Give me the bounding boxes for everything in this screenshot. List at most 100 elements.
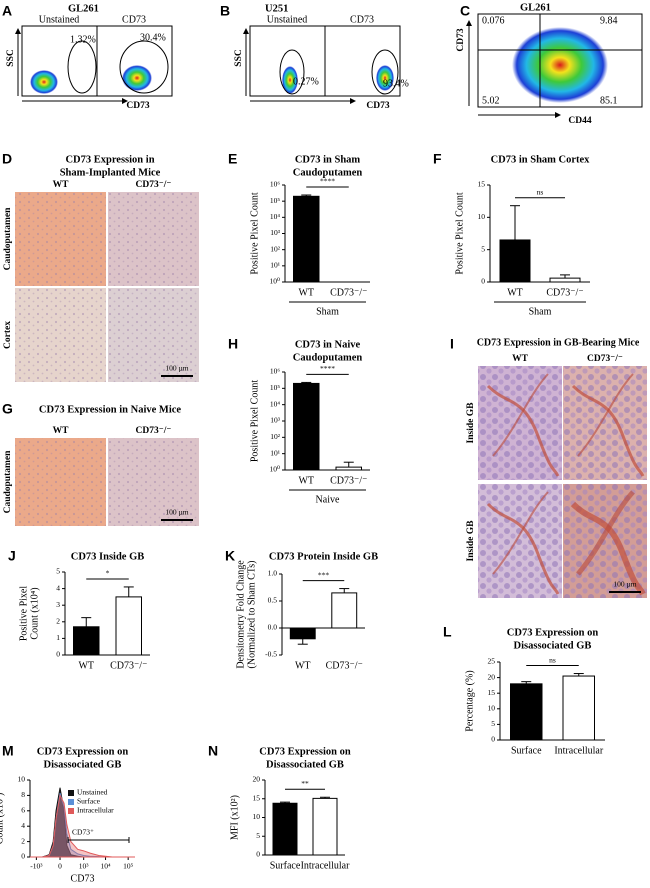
- legend-label: Surface: [77, 797, 101, 806]
- chart-title: CD73 Inside GB: [71, 551, 145, 562]
- chart-title: CD73 in Naive: [295, 339, 361, 350]
- y-tick-label: 5: [256, 831, 260, 840]
- bar: [510, 683, 543, 741]
- group-label: Sham: [316, 306, 339, 317]
- gate: [119, 40, 169, 94]
- stain-streak: [576, 490, 635, 576]
- y-axis-label: Positive Pixel Count: [249, 192, 260, 274]
- group-label: Sham: [529, 306, 552, 317]
- chart-title: CD73 Expression on: [37, 746, 129, 757]
- significance-label: **: [301, 779, 309, 788]
- x-axis-label: CD73: [366, 101, 389, 111]
- quadrant-value: 5.02: [482, 95, 500, 106]
- scale-bar-label: 100 µm: [613, 580, 636, 589]
- gate-percent: 0.27%: [293, 76, 319, 87]
- y-tick-label: 10: [18, 775, 26, 784]
- x-tick-label: Intracellular: [301, 860, 351, 871]
- y-tick-label: 15: [253, 793, 261, 802]
- micrograph-texture: [108, 438, 199, 526]
- legend-label: Intracellular: [77, 806, 114, 815]
- bar: [293, 382, 320, 471]
- y-tick-label: 10⁵: [270, 196, 281, 205]
- chart-title: CD73 Expression on: [259, 746, 351, 757]
- panel-title: GL261: [520, 2, 551, 13]
- y-tick-label: 10⁴: [270, 399, 281, 408]
- chart-title: CD73 in Sham: [295, 154, 361, 165]
- y-tick-label: 0: [21, 852, 25, 861]
- bar: [335, 466, 362, 471]
- y-tick-label: 0.0: [268, 623, 278, 632]
- row-label: Caudoputamen: [3, 450, 13, 514]
- panel-title: CD73 Expression in GB-Bearing Mice: [477, 337, 640, 348]
- y-axis-label: Count (x10³): [0, 793, 5, 845]
- panel-label: N: [208, 743, 218, 759]
- arrow-head: [122, 98, 128, 104]
- bar: [73, 626, 100, 656]
- x-tick-label: WT: [295, 660, 311, 671]
- gate-label: CD73: [350, 14, 374, 25]
- column-label: WT: [53, 426, 70, 436]
- x-tick-label: -10³: [30, 862, 43, 871]
- panel-label: L: [443, 624, 452, 640]
- panel-label: J: [8, 548, 16, 564]
- row-label: Caudoputamen: [3, 207, 13, 271]
- quadrant-value: 0.076: [482, 15, 505, 26]
- significance-label: ****: [320, 364, 335, 373]
- legend-label: Unstained: [77, 788, 108, 797]
- bar: [499, 239, 531, 283]
- gate-label: CD73⁺: [72, 828, 94, 837]
- panel-title: CD73 Expression in: [65, 154, 154, 165]
- panel-label: E: [228, 151, 237, 167]
- x-tick-label: 10³: [79, 862, 90, 871]
- y-tick-label: 5: [56, 567, 60, 576]
- legend-swatch: [68, 790, 74, 796]
- gate-percent: 1.32%: [70, 34, 96, 45]
- panel-label: D: [2, 151, 12, 167]
- x-tick-label: 10⁵: [123, 862, 134, 871]
- group-label: Naive: [316, 494, 340, 505]
- row-label: Cortex: [3, 321, 13, 349]
- y-axis-label: Positive Pixel: [18, 586, 29, 642]
- gate: [67, 40, 97, 94]
- y-tick-label: 10: [488, 704, 496, 713]
- column-label: CD73⁻/⁻: [136, 426, 172, 436]
- panel-label: F: [433, 151, 442, 167]
- y-tick-label: 1: [56, 633, 60, 642]
- stain-streak: [571, 384, 645, 477]
- stain-streak: [492, 373, 549, 457]
- legend-swatch: [68, 808, 74, 814]
- quadrant-value: 9.84: [600, 15, 618, 26]
- micrograph-texture: [108, 288, 199, 382]
- density-blob: [282, 66, 298, 94]
- y-tick-label: 1.0: [268, 569, 278, 578]
- density-blob: [512, 27, 608, 103]
- y-axis-label: Positive Pixel Count: [249, 380, 260, 462]
- arrow-head: [466, 20, 472, 26]
- row-label: Inside GB: [466, 520, 476, 562]
- y-tick-label: 10: [253, 812, 261, 821]
- micrograph-texture: [15, 192, 106, 286]
- gate-percent: 93.4%: [383, 78, 409, 89]
- gate-label: CD73: [122, 14, 146, 25]
- panel-label: K: [225, 548, 235, 564]
- chart-title: CD73 in Sham Cortex: [491, 154, 591, 165]
- scale-bar-label: 100 µm: [165, 364, 188, 373]
- bar: [272, 802, 298, 856]
- bar: [562, 675, 595, 741]
- y-tick-label: 0: [491, 735, 495, 744]
- column-label: WT: [512, 354, 529, 364]
- x-tick-label: CD73⁻/⁻: [326, 660, 363, 671]
- y-tick-label: 10³: [270, 416, 281, 425]
- x-tick-label: WT: [78, 660, 94, 671]
- y-tick-label: 20: [488, 672, 496, 681]
- y-tick-label: 10⁶: [270, 367, 281, 376]
- y-tick-label: 15: [478, 180, 486, 189]
- y-tick-label: 10⁰: [269, 465, 280, 474]
- x-axis-label: CD73: [71, 873, 95, 884]
- stain-streak: [570, 501, 646, 596]
- significance-label: ns: [549, 655, 556, 664]
- chart-title: Disassociated GB: [266, 759, 344, 770]
- significance-label: ***: [318, 570, 330, 579]
- y-tick-label: 5: [491, 719, 495, 728]
